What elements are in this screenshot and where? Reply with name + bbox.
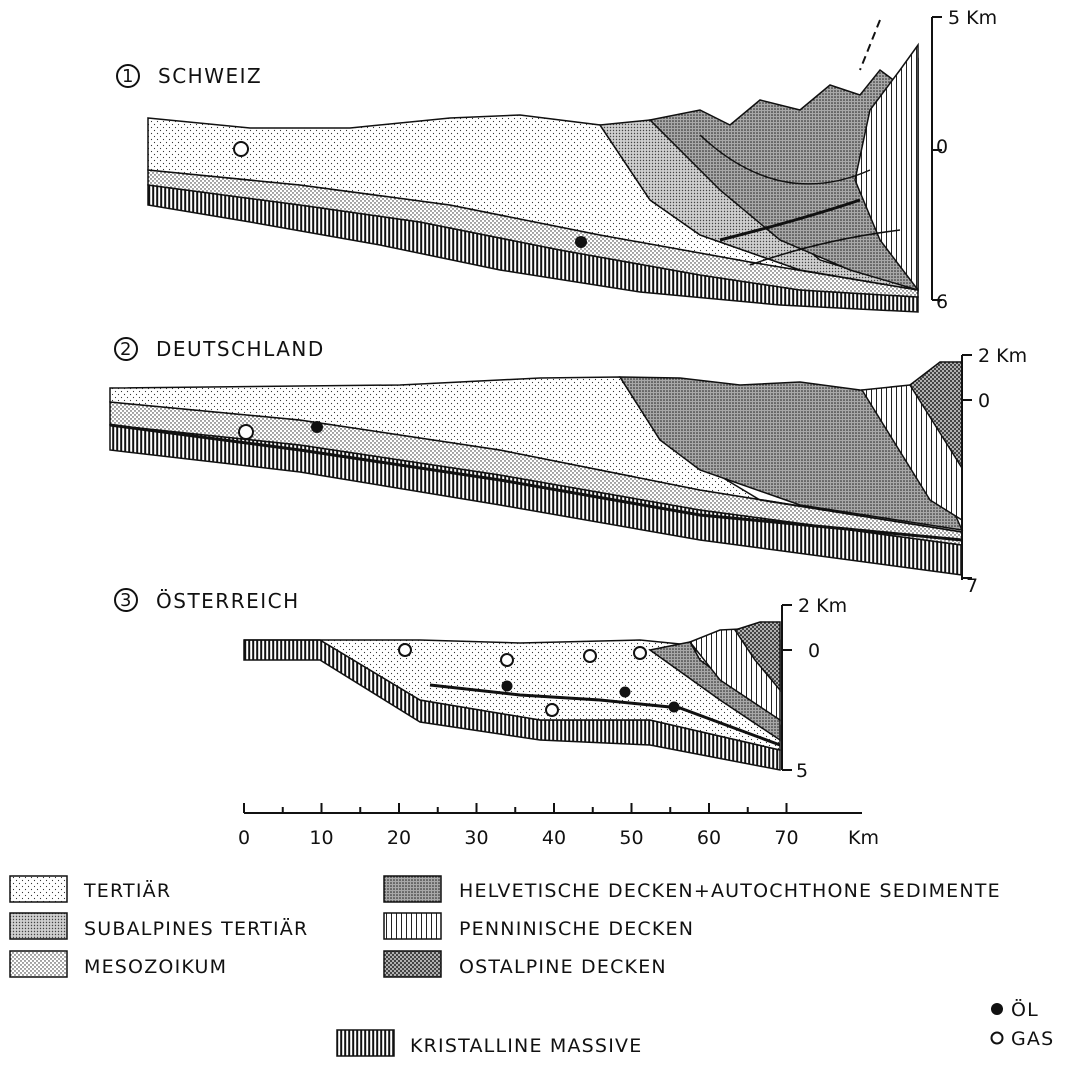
axis-tick-label: 20 — [387, 827, 411, 849]
section-schweiz: 1 SCHWEIZ 5 Km 0 6 — [116, 7, 997, 313]
depth-scale-1: 5 Km 0 6 — [931, 7, 997, 313]
legend-label-kristalline: KRISTALLINE MASSIVE — [410, 1035, 642, 1057]
gas-icon — [545, 703, 559, 717]
axis-tick-label: 10 — [309, 827, 333, 849]
svg-text:0: 0 — [808, 640, 820, 662]
svg-text:3: 3 — [120, 590, 131, 611]
distance-axis-unit: Km — [848, 827, 879, 849]
legend: TERTIÄR SUBALPINES TERTIÄR MESOZOIKUM HE… — [9, 875, 1054, 1057]
gas-icon — [990, 1031, 1004, 1045]
legend-swatch-tertiaer — [9, 875, 68, 903]
distance-axis: 0 10 20 30 40 50 60 70 Km — [238, 803, 879, 849]
axis-tick-label: 30 — [464, 827, 488, 849]
svg-text:7: 7 — [966, 575, 978, 597]
svg-text:2: 2 — [120, 339, 131, 360]
gas-icon — [633, 646, 647, 660]
ostalpine-decken-layer-3 — [733, 621, 781, 693]
oil-icon — [575, 236, 587, 248]
legend-swatch-subalpines — [9, 912, 68, 940]
depth-scale-3: 2 Km 0 5 — [781, 595, 847, 782]
legend-label-penninische: PENNINISCHE DECKEN — [459, 918, 694, 940]
section-2-number-icon: 2 — [114, 337, 138, 361]
svg-text:5 Km: 5 Km — [948, 7, 997, 29]
axis-tick-label: 70 — [774, 827, 798, 849]
tertiaer-layer-2 — [109, 376, 963, 533]
helvetische-decken-layer-1 — [648, 57, 919, 292]
svg-text:2 Km: 2 Km — [978, 345, 1027, 367]
legend-swatch-mesozoikum — [9, 950, 68, 978]
svg-text:6: 6 — [936, 291, 948, 313]
legend-label-ostalpine: OSTALPINE DECKEN — [459, 956, 667, 978]
svg-text:2 Km: 2 Km — [798, 595, 847, 617]
penninische-decken-layer-1 — [854, 42, 919, 293]
section-2-title: DEUTSCHLAND — [156, 337, 325, 361]
legend-label-gas: GAS — [1011, 1028, 1054, 1050]
section-oesterreich: 3 ÖSTERREICH 2 Km 0 5 — [114, 588, 847, 782]
depth-scale-2: 2 Km 0 7 — [961, 345, 1027, 597]
oil-icon — [501, 680, 513, 692]
gas-icon — [238, 424, 254, 440]
legend-label-helvetische: HELVETISCHE DECKEN+AUTOCHTHONE SEDIMENTE — [459, 880, 1001, 902]
oil-icon — [311, 421, 323, 433]
oil-icon — [668, 701, 680, 713]
section-3-number-icon: 3 — [114, 588, 138, 612]
gas-icon — [233, 141, 249, 157]
svg-text:1: 1 — [122, 66, 133, 87]
section-1-title: SCHWEIZ — [158, 64, 262, 88]
section-3-title: ÖSTERREICH — [156, 589, 300, 613]
oil-icon — [991, 1003, 1003, 1015]
axis-tick-label: 50 — [619, 827, 643, 849]
legend-label-oil: ÖL — [1011, 998, 1039, 1021]
oil-icon — [619, 686, 631, 698]
legend-label-mesozoikum: MESOZOIKUM — [84, 956, 227, 978]
axis-tick-label: 40 — [542, 827, 566, 849]
legend-swatch-kristalline — [336, 1029, 395, 1057]
section-deutschland: 2 DEUTSCHLAND 2 Km 0 7 — [109, 337, 1027, 597]
gas-icon — [583, 649, 597, 663]
gas-icon — [500, 653, 514, 667]
axis-tick-label: 60 — [697, 827, 721, 849]
legend-label-tertiaer: TERTIÄR — [83, 879, 171, 902]
svg-text:0: 0 — [936, 136, 948, 158]
legend-swatch-helvetische — [383, 875, 442, 903]
legend-swatch-penninische — [383, 912, 442, 940]
legend-swatch-ostalpine — [383, 950, 442, 978]
svg-text:5: 5 — [796, 760, 808, 782]
svg-text:0: 0 — [978, 390, 990, 412]
axis-tick-label: 0 — [238, 827, 250, 849]
gas-icon — [398, 643, 412, 657]
legend-label-subalpines: SUBALPINES TERTIÄR — [84, 917, 308, 940]
section-1-number-icon: 1 — [116, 64, 140, 88]
